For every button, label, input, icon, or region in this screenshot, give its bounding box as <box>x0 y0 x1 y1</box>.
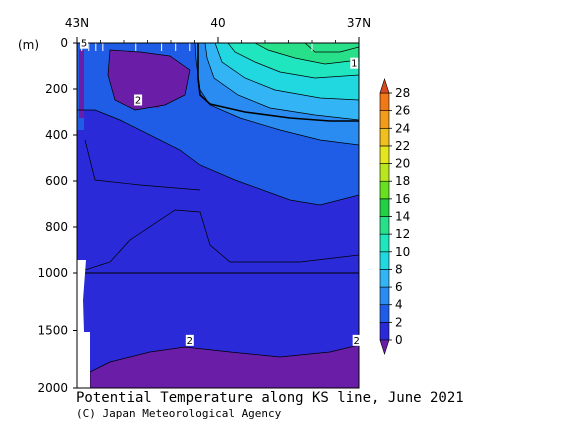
colorbar-low-extend <box>379 339 390 355</box>
chart-title: Potential Temperature along KS line, Jun… <box>76 390 464 406</box>
colorbar-label: 12 <box>395 227 410 241</box>
colorbar-segment <box>379 286 390 306</box>
colorbar-label: 0 <box>395 333 403 347</box>
x-tick-label: 43N <box>65 16 89 30</box>
colorbar-segment <box>379 180 390 200</box>
copyright-credit: (C) Japan Meteorological Agency <box>76 407 282 420</box>
y-tick-label: 800 <box>45 220 68 234</box>
x-axis-ticks: 43N 40 37N <box>65 16 371 43</box>
y-tick-label: 2000 <box>37 381 68 395</box>
colorbar-label: 6 <box>395 280 403 294</box>
y-axis-label: (m) <box>18 38 39 52</box>
contour-value-labels: 5 1 2 2 2 <box>80 37 361 347</box>
x-tick-label: 37N <box>347 16 371 30</box>
y-tick-label: 400 <box>45 128 68 142</box>
colorbar-segment <box>379 92 390 111</box>
colorbar-segment <box>379 322 390 341</box>
colorbar-segment <box>379 304 390 323</box>
colorbar-label: 28 <box>395 86 410 100</box>
colorbar-label: 26 <box>395 104 410 118</box>
contour-line <box>77 109 359 206</box>
colorbar-label: 24 <box>395 121 410 135</box>
colorbar-label: 20 <box>395 157 410 171</box>
colorbar-label: 18 <box>395 174 410 188</box>
contour-label: 1 <box>351 59 357 70</box>
region-shelf-purple <box>79 50 84 118</box>
contour-lines <box>77 43 359 388</box>
contour-label-bg <box>350 57 359 69</box>
colorbar-label: 8 <box>395 262 403 276</box>
section-field <box>77 43 359 388</box>
contour-line <box>254 43 359 65</box>
seafloor-land <box>77 260 90 388</box>
colorbar-label: 10 <box>395 245 410 259</box>
colorbar-segment <box>379 251 390 270</box>
contour-line <box>84 139 201 191</box>
contour-line <box>214 43 359 101</box>
y-tick-label: 600 <box>45 174 68 188</box>
colorbar-label: 2 <box>395 315 403 329</box>
y-tick-label: 1000 <box>37 266 68 280</box>
colorbar-label: 4 <box>395 298 403 312</box>
colorbar-label: 16 <box>395 192 410 206</box>
contour-label-bg <box>134 94 143 106</box>
contour-label: 2 <box>353 336 359 347</box>
contour-line <box>227 43 359 79</box>
y-axis-ticks: 0 200 400 600 800 1000 1500 2000 <box>37 36 77 395</box>
contour-label-bg <box>185 334 194 346</box>
y-tick-label: 1500 <box>37 324 68 338</box>
contour-line <box>84 209 359 271</box>
y-tick-label: 0 <box>60 36 68 50</box>
region-near-surface-purple <box>108 50 190 110</box>
colorbar-high-extend <box>379 78 390 94</box>
colorbar-segment <box>379 163 390 182</box>
contour-line <box>204 43 359 121</box>
x-tick-label: 40 <box>210 16 225 30</box>
colorbar-segment <box>379 198 390 217</box>
thermocline-bold-line <box>197 43 359 122</box>
contour-line <box>304 43 359 53</box>
region-14-16 <box>255 43 359 64</box>
colorbar-segment <box>379 145 390 164</box>
contour-label: 5 <box>81 39 87 50</box>
colorbar-segment <box>379 233 390 253</box>
region-bottom-purple <box>90 345 359 388</box>
colorbar-label: 22 <box>395 139 410 153</box>
colorbar-segment <box>379 216 390 235</box>
contour-line <box>107 49 191 111</box>
contour-line <box>89 344 359 388</box>
colorbar-segment <box>379 110 390 129</box>
y-tick-label: 200 <box>45 82 68 96</box>
contour-line <box>194 43 359 146</box>
colorbar-label: 14 <box>395 210 410 224</box>
contour-label: 2 <box>135 96 141 107</box>
contour-label-bg <box>352 334 361 346</box>
colorbar-segment <box>379 127 390 147</box>
colorbar-segment <box>379 269 390 288</box>
contour-label-bg <box>80 37 89 49</box>
contour-label: 2 <box>187 336 193 347</box>
